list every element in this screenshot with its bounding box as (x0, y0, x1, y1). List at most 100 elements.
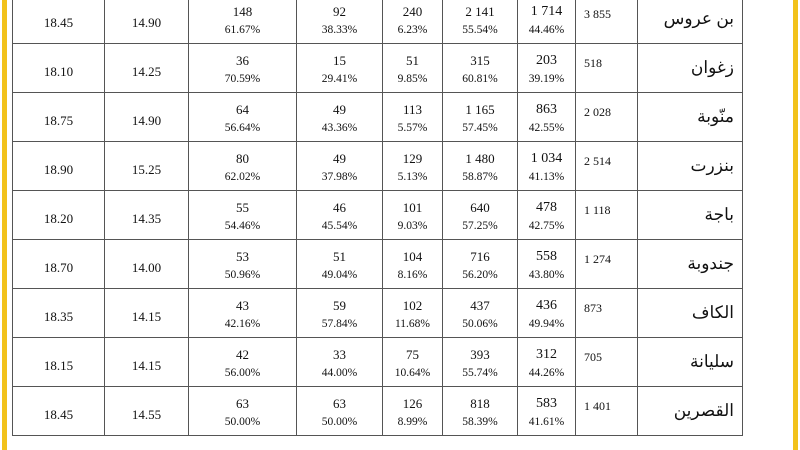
a-cell: 312 44.26% (517, 337, 576, 387)
governorate-cell: باجة (637, 190, 743, 240)
max-cell: 18.70 (12, 239, 105, 289)
e-value-count: 53 (236, 249, 249, 264)
c-value-count: 126 (402, 396, 423, 411)
total-value: 3 855 (584, 7, 611, 21)
b-cell: 818 58.39% (442, 386, 518, 436)
a-value-percent: 39.19% (528, 73, 565, 85)
c-value-count: 104 (402, 249, 423, 264)
e-value-count: 80 (236, 151, 249, 166)
c-value-percent: 11.68% (394, 318, 431, 330)
a-value-percent: 41.13% (528, 171, 565, 183)
c-value-percent: 9.03% (397, 220, 428, 232)
e-value-percent: 56.00% (224, 367, 261, 379)
e-value-count: 42 (236, 347, 249, 362)
d-value-count: 92 (333, 4, 346, 19)
a-cell: 203 39.19% (517, 43, 576, 93)
b-value-count: 818 (470, 396, 490, 411)
b-cell: 640 57.25% (442, 190, 518, 240)
table-row: 18.70 14.00 53 50.96% 51 49.04% 104 8.16% 716 56.… (12, 239, 743, 289)
min-cell: 14.55 (104, 386, 189, 436)
a-value-percent: 42.55% (528, 122, 565, 134)
c-value-count: 113 (402, 102, 423, 117)
b-value-percent: 60.81% (462, 73, 498, 85)
governorate-name: باجة (704, 205, 734, 224)
a-cell: 436 49.94% (517, 288, 576, 338)
governorate-cell: منّوبة (637, 92, 743, 142)
min-cell: 14.25 (104, 43, 189, 93)
c-value-count: 75 (406, 347, 419, 362)
total-cell: 518 (575, 43, 638, 93)
b-cell: 1 165 57.45% (442, 92, 518, 142)
min-cell: 14.90 (104, 92, 189, 142)
a-value-count: 312 (536, 347, 557, 362)
d-cell: 59 57.84% (296, 288, 383, 338)
right-yellow-border (793, 0, 798, 450)
d-value-count: 46 (333, 200, 346, 215)
a-value-percent: 41.61% (528, 416, 565, 428)
e-value-percent: 42.16% (224, 318, 261, 330)
a-value-percent: 42.75% (528, 220, 565, 232)
c-value-count: 101 (402, 200, 423, 215)
max-cell: 18.90 (12, 141, 105, 191)
d-value-count: 59 (333, 298, 346, 313)
c-cell: 129 5.13% (382, 141, 443, 191)
table-row: 18.45 14.55 63 50.00% 63 50.00% 126 8.99% 818 58.… (12, 386, 743, 436)
max-cell: 18.35 (12, 288, 105, 338)
d-value-percent: 44.00% (321, 367, 358, 379)
max-cell: 18.45 (12, 386, 105, 436)
a-value-count: 1 714 (530, 4, 563, 19)
d-cell: 46 45.54% (296, 190, 383, 240)
left-yellow-border (2, 0, 7, 450)
c-value-percent: 5.13% (397, 171, 428, 183)
min-cell: 14.90 (104, 0, 189, 44)
a-cell: 583 41.61% (517, 386, 576, 436)
governorate-cell: بن عروس (637, 0, 743, 44)
min-cell: 14.00 (104, 239, 189, 289)
a-value-percent: 43.80% (528, 269, 565, 281)
governorate-name: بن عروس (663, 9, 734, 28)
d-cell: 15 29.41% (296, 43, 383, 93)
a-value-count: 436 (536, 298, 557, 313)
governorate-name: الكاف (691, 303, 734, 322)
c-cell: 126 8.99% (382, 386, 443, 436)
total-cell: 1 118 (575, 190, 638, 240)
d-value-percent: 50.00% (321, 416, 358, 428)
max-value: 18.20 (43, 211, 74, 226)
c-cell: 113 5.57% (382, 92, 443, 142)
e-value-percent: 62.02% (224, 171, 261, 183)
b-cell: 2 141 55.54% (442, 0, 518, 44)
a-cell: 1 714 44.46% (517, 0, 576, 44)
table-row: 18.90 15.25 80 62.02% 49 37.98% 129 5.13% 1 480 5… (12, 141, 743, 191)
a-value-count: 203 (536, 53, 557, 68)
b-cell: 716 56.20% (442, 239, 518, 289)
governorate-name: زغوان (690, 58, 734, 77)
max-value: 18.15 (43, 358, 74, 373)
e-value-count: 64 (236, 102, 249, 117)
max-cell: 18.75 (12, 92, 105, 142)
max-cell: 18.20 (12, 190, 105, 240)
e-cell: 64 56.64% (188, 92, 297, 142)
min-cell: 15.25 (104, 141, 189, 191)
e-cell: 43 42.16% (188, 288, 297, 338)
governorate-cell: القصرين (637, 386, 743, 436)
total-cell: 2 028 (575, 92, 638, 142)
total-value: 1 118 (584, 203, 611, 217)
max-value: 18.10 (43, 64, 74, 79)
max-value: 18.45 (43, 407, 74, 422)
max-cell: 18.15 (12, 337, 105, 387)
table-body: 18.45 14.90 148 61.67% 92 38.33% 240 6.23% 2 141… (12, 0, 743, 436)
e-value-percent: 54.46% (224, 220, 261, 232)
e-cell: 63 50.00% (188, 386, 297, 436)
b-value-count: 640 (470, 200, 490, 215)
b-value-percent: 57.45% (462, 122, 498, 134)
e-value-percent: 61.67% (224, 24, 261, 36)
e-cell: 80 62.02% (188, 141, 297, 191)
b-value-count: 2 141 (465, 4, 495, 19)
e-value-percent: 50.96% (224, 269, 261, 281)
e-cell: 55 54.46% (188, 190, 297, 240)
c-cell: 51 9.85% (382, 43, 443, 93)
min-value: 14.15 (131, 358, 162, 373)
a-value-count: 558 (536, 249, 557, 264)
total-value: 518 (584, 56, 602, 70)
table-row: 18.10 14.25 36 70.59% 15 29.41% 51 9.85% 315 60.8… (12, 43, 743, 93)
